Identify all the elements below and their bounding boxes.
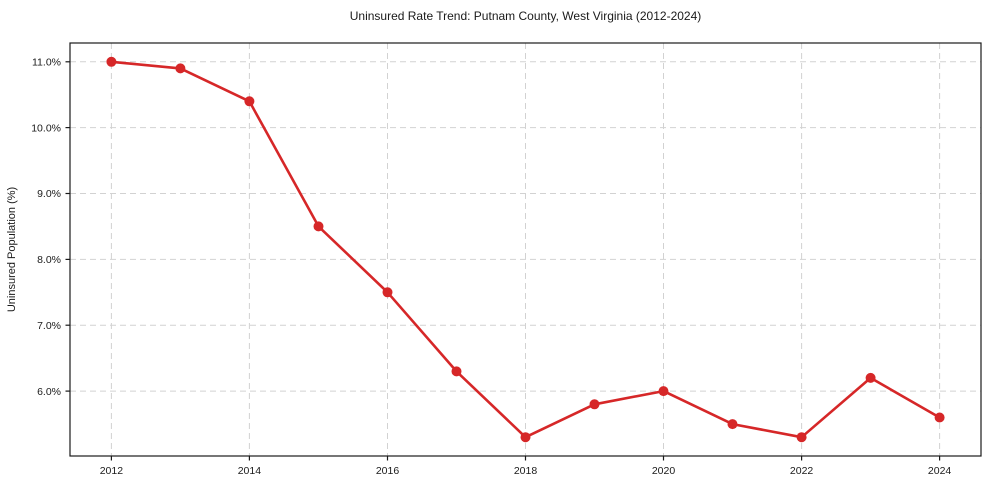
y-tick-label: 9.0% bbox=[37, 188, 61, 200]
data-point-marker bbox=[658, 386, 669, 397]
chart-title: Uninsured Rate Trend: Putnam County, Wes… bbox=[350, 9, 702, 23]
y-tick-label: 7.0% bbox=[37, 320, 61, 332]
x-tick-label: 2012 bbox=[100, 465, 124, 477]
y-tick-label: 6.0% bbox=[37, 386, 61, 398]
x-tick-label: 2018 bbox=[514, 465, 538, 477]
x-tick-label: 2022 bbox=[790, 465, 814, 477]
data-point-marker bbox=[934, 412, 945, 423]
data-point-marker bbox=[727, 419, 738, 430]
tick-labels: 2012 2014 2016 2018 2020 2022 2024 6.0% 7.0% 8.0%… bbox=[31, 57, 951, 478]
y-axis-label: Uninsured Population (%) bbox=[6, 187, 18, 312]
data-series bbox=[106, 56, 945, 443]
y-tick-label: 11.0% bbox=[32, 57, 61, 69]
data-point-marker bbox=[313, 221, 324, 232]
data-point-marker bbox=[382, 287, 393, 298]
axes bbox=[65, 42, 982, 461]
gridlines bbox=[70, 43, 981, 456]
x-tick-label: 2020 bbox=[652, 465, 676, 477]
data-point-marker bbox=[589, 399, 600, 410]
data-point-marker bbox=[244, 96, 255, 107]
y-tick-label: 10.0% bbox=[31, 122, 61, 134]
x-tick-label: 2014 bbox=[238, 465, 262, 477]
x-tick-label: 2016 bbox=[376, 465, 400, 477]
data-point-marker bbox=[106, 56, 117, 67]
data-point-marker bbox=[175, 63, 186, 74]
data-point-marker bbox=[796, 432, 807, 443]
y-tick-label: 8.0% bbox=[37, 254, 61, 266]
data-point-marker bbox=[520, 432, 531, 443]
data-point-marker bbox=[865, 372, 876, 383]
data-point-marker bbox=[451, 366, 462, 377]
x-tick-label: 2024 bbox=[928, 465, 952, 477]
